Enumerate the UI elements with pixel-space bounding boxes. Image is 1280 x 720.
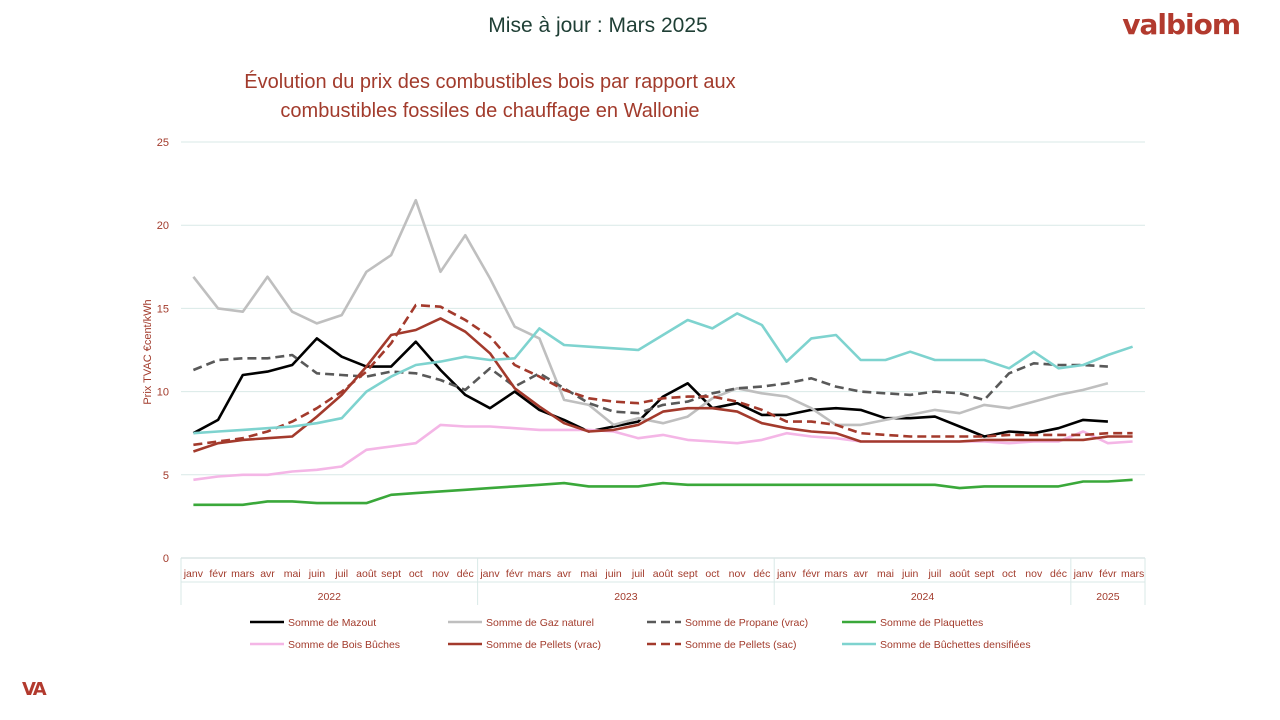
x-tick-label: janv — [183, 568, 204, 580]
x-tick-label: sept — [974, 568, 994, 580]
update-label: Mise à jour : Mars 2025 — [488, 14, 708, 37]
legend-label: Somme de Pellets (sac) — [685, 639, 796, 651]
x-tick-label: mars — [231, 568, 254, 580]
legend-label: Somme de Mazout — [288, 617, 376, 629]
x-tick-label: juil — [631, 568, 645, 580]
x-tick-label: janv — [1073, 568, 1094, 580]
x-tick-label: mai — [284, 568, 301, 580]
x-tick-label: mars — [824, 568, 847, 580]
valbiom-logo: valbiom — [1122, 8, 1241, 41]
x-tick-label: avr — [853, 568, 868, 580]
x-tick-label: déc — [1050, 568, 1067, 580]
series-line — [193, 312, 1134, 435]
legend-label: Somme de Plaquettes — [880, 617, 983, 629]
x-tick-label: nov — [729, 568, 747, 580]
x-tick-label: janv — [479, 568, 500, 580]
legend-label: Somme de Pellets (vrac) — [486, 639, 601, 651]
x-tick-label: juin — [901, 568, 919, 580]
y-tick-label: 15 — [157, 303, 169, 315]
year-label: 2024 — [911, 591, 935, 603]
series-line — [193, 478, 1133, 507]
x-tick-label: mars — [1121, 568, 1144, 580]
year-label: 2025 — [1096, 591, 1120, 603]
x-tick-label: nov — [432, 568, 450, 580]
y-tick-label: 25 — [157, 137, 169, 149]
y-tick-label: 20 — [157, 220, 169, 232]
x-tick-label: mai — [877, 568, 894, 580]
series-line — [193, 423, 1133, 482]
x-tick-label: avr — [557, 568, 572, 580]
y-tick-label: 5 — [163, 470, 169, 482]
x-tick-label: juin — [308, 568, 326, 580]
x-tick-label: oct — [409, 568, 423, 580]
series-line — [192, 198, 1109, 427]
x-tick-label: août — [949, 568, 970, 580]
va-logo: VA — [22, 679, 47, 700]
x-tick-label: mars — [528, 568, 551, 580]
x-tick-label: avr — [260, 568, 275, 580]
x-tick-label: août — [356, 568, 377, 580]
x-tick-label: déc — [753, 568, 770, 580]
y-tick-label: 10 — [157, 387, 169, 399]
x-tick-label: juin — [604, 568, 622, 580]
x-tick-label: juil — [927, 568, 941, 580]
legend-label: Somme de Bois Bûches — [288, 639, 400, 651]
series-line — [192, 317, 1133, 453]
x-tick-label: mai — [580, 568, 597, 580]
y-tick-label: 0 — [163, 553, 169, 565]
x-tick-label: févr — [803, 568, 821, 580]
x-tick-label: août — [653, 568, 674, 580]
legend-label: Somme de Gaz naturel — [486, 617, 594, 629]
y-axis-label: Prix TVAC €cent/kWh — [142, 299, 154, 404]
series-line — [192, 353, 1108, 415]
x-tick-label: févr — [1099, 568, 1117, 580]
year-label: 2022 — [318, 591, 342, 603]
x-tick-label: sept — [381, 568, 401, 580]
x-tick-label: sept — [678, 568, 698, 580]
chart-title: Évolution du prix des combustibles bois … — [244, 71, 736, 122]
year-label: 2023 — [614, 591, 638, 603]
x-tick-label: déc — [457, 568, 474, 580]
x-tick-label: oct — [705, 568, 719, 580]
series-line — [193, 303, 1133, 447]
x-tick-label: févr — [209, 568, 227, 580]
legend-label: Somme de Propane (vrac) — [685, 617, 808, 629]
x-tick-label: juil — [334, 568, 348, 580]
legend-label: Somme de Bûchettes densifiées — [880, 639, 1031, 651]
x-tick-label: nov — [1025, 568, 1043, 580]
x-tick-label: oct — [1002, 568, 1016, 580]
x-tick-label: janv — [776, 568, 797, 580]
x-tick-label: févr — [506, 568, 524, 580]
